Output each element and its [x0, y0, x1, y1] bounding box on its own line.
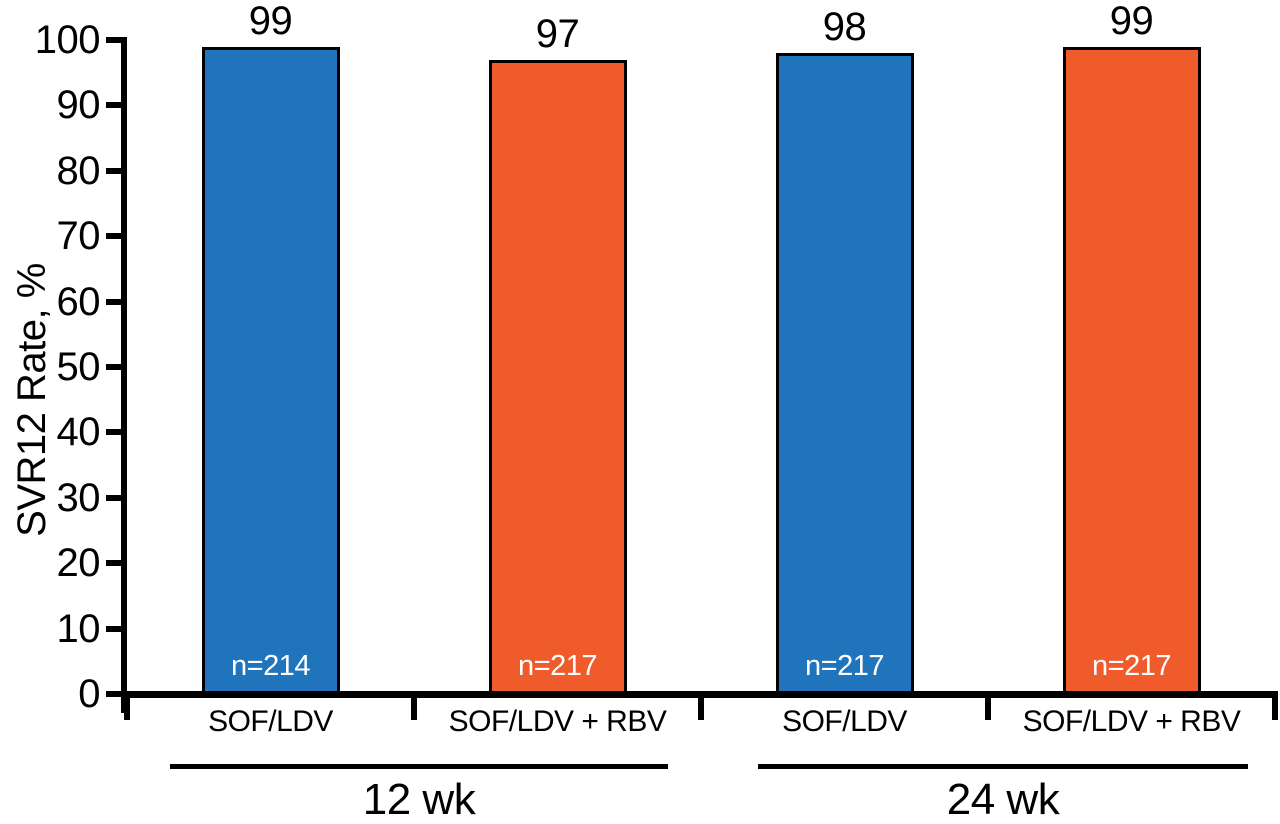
y-axis-tick-label: 60: [56, 279, 101, 324]
y-axis-tick-label: 10: [56, 606, 101, 651]
category-label: SOF/LDV + RBV: [1022, 705, 1241, 738]
y-axis-tick: [106, 429, 127, 436]
y-axis-tick: [106, 691, 127, 697]
group-label: 24 wk: [946, 775, 1060, 824]
bar-value-label: 98: [822, 5, 867, 50]
bar: [488, 59, 627, 694]
bar: [201, 46, 340, 694]
bar-n-label: n=214: [231, 650, 310, 682]
y-axis-tick-label: 70: [56, 214, 101, 259]
y-axis-tick-label: 30: [56, 475, 101, 520]
y-axis-tick-label: 80: [56, 148, 101, 193]
bar-n-label: n=217: [805, 650, 884, 682]
bar-value-label: 97: [535, 11, 580, 56]
bar-n-label: n=217: [518, 650, 597, 682]
y-axis-tick: [106, 560, 127, 567]
bar-value-label: 99: [248, 0, 293, 43]
category-label: SOF/LDV + RBV: [448, 705, 667, 738]
bar: [1062, 46, 1201, 694]
y-axis-tick-label: 100: [34, 18, 101, 62]
group-label: 12 wk: [362, 775, 476, 824]
y-axis-tick: [106, 364, 127, 370]
x-axis-tick: [1272, 694, 1278, 720]
y-axis-tick-label: 90: [56, 83, 101, 128]
y-axis-tick-label: 20: [56, 541, 101, 586]
y-axis-tick: [106, 102, 127, 109]
x-axis-tick: [411, 694, 417, 720]
y-axis-tick: [106, 37, 127, 43]
y-axis-tick: [106, 233, 127, 240]
x-axis-tick: [124, 694, 130, 720]
bar-value-label: 99: [1109, 0, 1154, 43]
x-axis-tick: [698, 694, 704, 720]
y-axis-tick: [106, 494, 127, 501]
y-axis-tick: [106, 298, 127, 305]
y-axis-tick-label: 40: [56, 410, 101, 455]
group-underline: [758, 764, 1248, 769]
bar: [775, 53, 914, 694]
category-label: SOF/LDV: [782, 705, 907, 738]
y-axis-tick: [106, 167, 127, 174]
y-axis-line: [121, 37, 127, 713]
y-axis-tick: [106, 625, 127, 632]
y-axis-tick-label: 50: [56, 345, 101, 389]
bar-n-label: n=217: [1092, 650, 1171, 682]
x-axis-tick: [985, 694, 991, 720]
group-underline: [170, 764, 668, 769]
category-label: SOF/LDV: [208, 705, 333, 738]
y-axis-tick-label: 0: [78, 672, 100, 716]
